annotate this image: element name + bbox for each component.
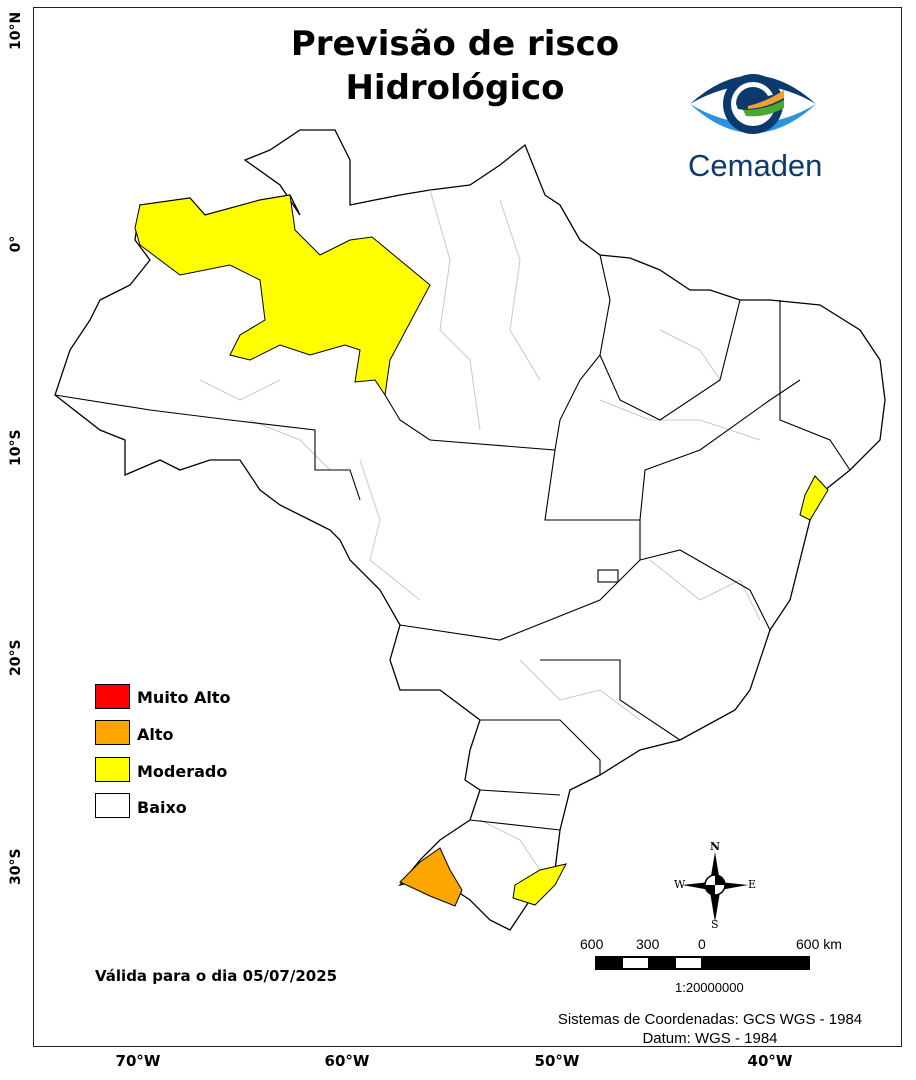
region-bahia-moderado [799,475,829,521]
legend-swatch-baixo [95,793,130,818]
scale-label: 300 [636,936,660,952]
lon-label: 60°W [324,1052,370,1070]
region-amazonas-moderado [134,194,431,397]
scale-bar [595,956,810,970]
legend-label: Baixo [137,798,187,817]
compass-south-label: S [711,918,719,931]
compass-rose-icon: N S W E [670,840,760,932]
valid-date: Válida para o dia 05/07/2025 [95,967,338,985]
map-title-line2: Hidrológico [345,68,565,108]
map-frame [33,7,902,1047]
legend-swatch-moderado [95,757,130,782]
legend-label: Muito Alto [137,688,231,707]
legend-swatch-alto [95,720,130,745]
legend-label: Alto [137,725,174,744]
logo-text: Cemaden [688,148,823,183]
scale-ratio: 1:20000000 [675,980,744,995]
lat-label: 0° [8,235,24,253]
compass-east-label: E [748,878,757,891]
scale-label: 0 [698,936,706,952]
lat-label: 10°N [8,11,24,50]
lon-label: 40°W [747,1052,793,1070]
lon-label: 50°W [534,1052,580,1070]
cemaden-logo: Cemaden [688,62,822,183]
lon-label: 70°W [115,1052,161,1070]
scale-bar-segment [623,958,648,968]
lat-label: 10°S [8,429,24,466]
scale-label: 600 [580,936,604,952]
scale-bar-segment [676,958,701,968]
region-rs-east-moderado [512,863,567,906]
region-rs-west-alto [399,847,463,907]
coordinate-system: Sistemas de Coordenadas: GCS WGS - 1984 [557,1011,863,1028]
legend-swatch-muito-alto [95,684,130,709]
lat-label: 20°S [8,639,24,676]
map-title-line1: Previsão de risco [290,24,620,64]
compass-north-label: N [710,840,721,853]
lat-label: 30°S [8,848,24,885]
compass-west-label: W [674,878,686,891]
legend-label: Moderado [137,762,228,781]
datum: Datum: WGS - 1984 [642,1030,778,1047]
scale-label: 600 km [796,936,842,952]
